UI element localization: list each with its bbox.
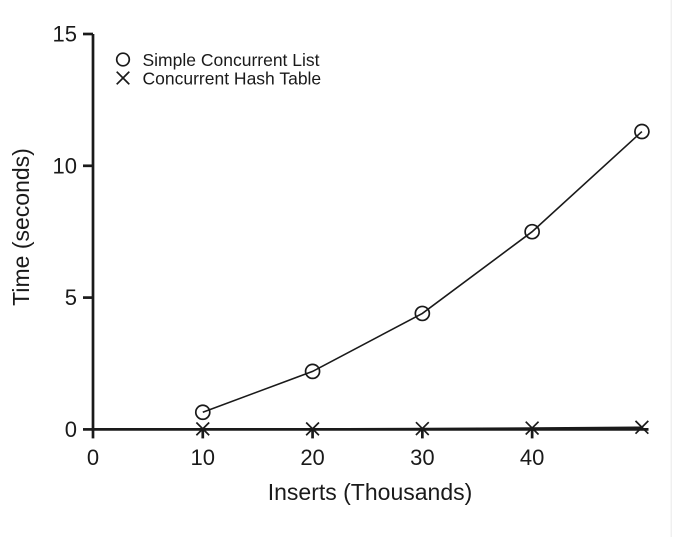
x-tick-label: 10: [191, 445, 215, 470]
circle-marker-icon: [115, 52, 131, 67]
data-point-x-concurrent-hash-table: [195, 421, 210, 436]
x-tick-label: 30: [410, 445, 434, 470]
x-tick-label: 20: [300, 445, 324, 470]
x-axis-title: Inserts (Thousands): [268, 479, 473, 505]
data-point-x-concurrent-hash-table: [525, 421, 540, 436]
data-point-circle-simple-concurrent-list: [194, 404, 211, 421]
legend-label-simple-concurrent-list: Simple Concurrent List: [143, 50, 320, 70]
legend: Simple Concurrent List Concurrent Hash T…: [115, 50, 322, 88]
legend-item-concurrent-hash-table: Concurrent Hash Table: [116, 68, 322, 88]
y-axis-title: Time (seconds): [8, 148, 34, 306]
x-tick-label: 40: [520, 445, 544, 470]
series-line-simple-concurrent-list: [202, 130, 643, 414]
data-point-x-concurrent-hash-table: [415, 421, 430, 436]
data-point-circle-simple-concurrent-list: [524, 223, 540, 240]
legend-item-simple-concurrent-list: Simple Concurrent List: [115, 50, 320, 70]
data-point-circle-simple-concurrent-list: [634, 123, 650, 140]
y-tick-label: 10: [53, 153, 77, 178]
data-point-circle-simple-concurrent-list: [304, 363, 321, 380]
x-marker-icon: [116, 71, 130, 85]
y-tick-label: 15: [53, 22, 77, 47]
data-point-circle-simple-concurrent-list: [414, 305, 431, 322]
x-tick-label: 0: [87, 445, 99, 470]
legend-label-concurrent-hash-table: Concurrent Hash Table: [143, 68, 322, 88]
axes: [91, 34, 649, 431]
y-tick-label: 5: [65, 285, 77, 310]
data-point-x-concurrent-hash-table: [634, 420, 649, 435]
data-point-x-concurrent-hash-table: [305, 421, 320, 436]
right-edge-line: [670, 0, 672, 537]
plot-area: 0 5 10 15 0 10 20 30 40: [53, 22, 650, 470]
y-tick-label: 0: [65, 417, 77, 442]
